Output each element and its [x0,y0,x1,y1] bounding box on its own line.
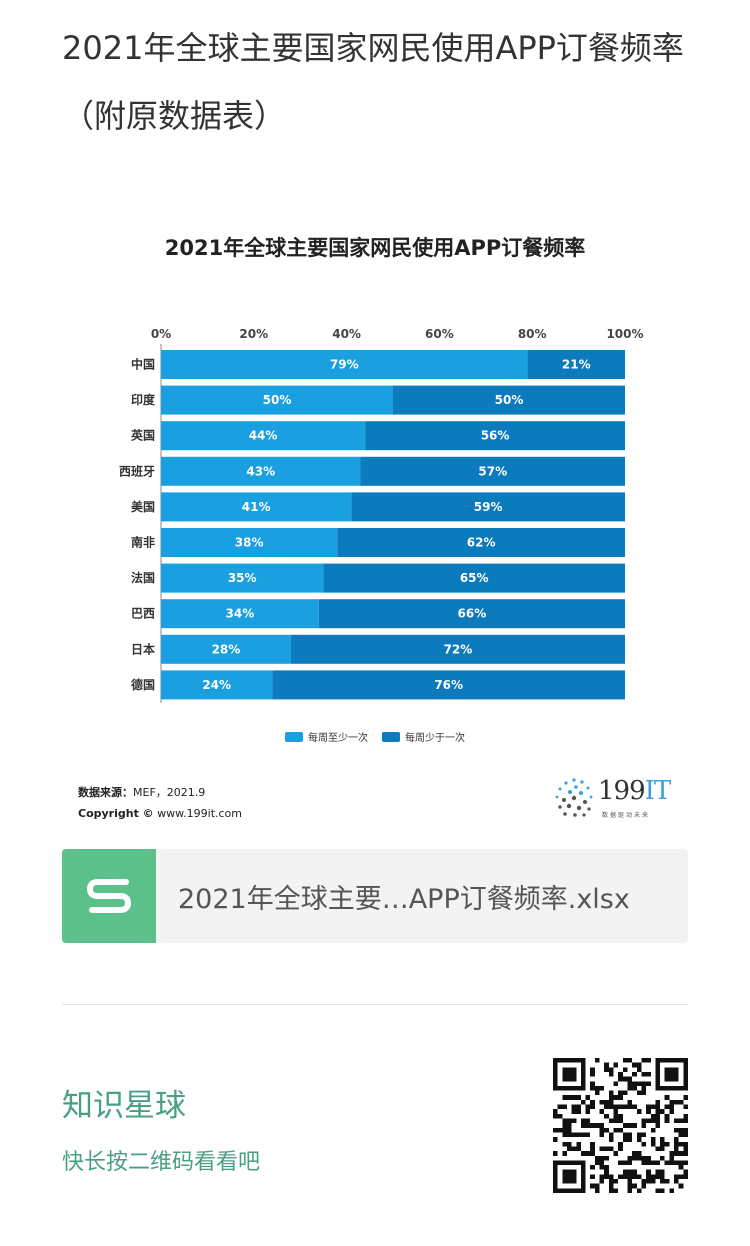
category-label: 英国 [131,428,155,443]
page-title: 2021年全球主要国家网民使用APP订餐频率（附原数据表） [62,29,684,135]
legend-label: 每周少于一次 [405,733,465,744]
brand-logo: 199IT 数据驱动未来 [552,776,682,822]
x-tick-label: 40% [332,327,361,341]
bar-segment [161,563,324,593]
spreadsheet-s-icon [62,849,156,943]
source-value: MEF，2021.9 [133,786,206,799]
chart-title: 2021年全球主要国家网民使用APP订餐频率 [164,236,586,260]
brand-letters: IT [644,776,672,806]
data-label: 79% [330,358,359,372]
category-label: 美国 [131,499,155,514]
data-label: 28% [212,642,241,656]
attachment-file-card[interactable]: 2021年全球主要…APP订餐频率.xlsx [62,849,688,943]
category-label: 印度 [131,392,156,407]
bar-segment [365,421,625,451]
bar-segment [161,528,338,557]
category-label: 日本 [131,641,155,656]
bar-segment [351,492,625,522]
bar-segment [161,492,352,522]
attachment-file-name: 2021年全球主要…APP订餐频率.xlsx [178,883,630,915]
brand-slogan: 数据驱动未来 [602,812,651,819]
bar-segment [360,456,625,486]
chart-image[interactable]: 2021年全球主要国家网民使用APP订餐频率 0% 20% 40% 60% 80% 100… [62,210,688,830]
bar-segment [161,634,291,664]
footer-subtitle: 快长按二维码看看吧 [62,1150,261,1175]
qr-code-icon[interactable] [553,1058,688,1193]
bar-segment [393,385,625,415]
brand-wordmark: 199IT [598,776,672,806]
legend-swatch [285,731,303,742]
legend-label: 每周至少一次 [308,733,368,744]
bar-segment [290,634,625,664]
bar-segment [527,350,625,379]
data-label: 59% [474,500,503,514]
x-tick-label: 20% [239,327,268,341]
legend-item-less-than-weekly: 每周少于一次 [382,729,465,744]
bar-segment [161,456,361,486]
brand-number: 199 [598,776,646,806]
data-label: 34% [226,607,255,621]
data-label: 65% [460,571,489,585]
x-tick-label: 0% [151,327,171,341]
data-label: 44% [249,429,278,443]
bar-segment [161,421,366,451]
category-label: 西班牙 [119,463,155,478]
data-label: 56% [481,429,510,443]
bar-segment [272,670,625,700]
footer-title: 知识星球 [62,1088,186,1124]
dots-sphere-icon [555,778,593,817]
bar-segment [161,670,273,700]
data-label: 21% [562,358,591,372]
source-line: 数据来源：MEF，2021.9 [78,782,242,803]
data-label: 72% [444,642,473,656]
chart-source: 数据来源：MEF，2021.9 Copyright © www.199it.co… [78,782,242,824]
data-label: 24% [202,678,231,692]
category-label: 南非 [131,535,155,550]
category-label: 法国 [131,570,155,585]
copyright-value: www.199it.com [157,807,243,820]
category-label: 德国 [131,677,155,692]
copyright-label: Copyright © [78,807,154,820]
data-label: 38% [235,536,264,550]
x-tick-label: 60% [425,327,454,341]
source-label: 数据来源： [78,786,133,799]
bar-segment [337,528,625,557]
data-label: 35% [228,571,257,585]
section-divider [62,1004,688,1005]
bar-segment [161,350,528,379]
x-tick-label: 80% [518,327,547,341]
data-label: 50% [263,393,292,407]
stacked-bar-chart: 0% 20% 40% 60% 80% 100% 中国 79% 21% 印度 50% 50% 英国 44% 5… [119,327,644,703]
x-tick-label: 100% [606,327,643,341]
data-label: 76% [434,678,463,692]
data-label: 50% [495,393,524,407]
legend-item-weekly-or-more: 每周至少一次 [285,729,368,744]
chart-legend: 每周至少一次 每周少于一次 [62,729,688,744]
s-glyph-icon [87,879,131,913]
data-label: 62% [467,536,496,550]
bar-segment [161,599,319,629]
copyright-line: Copyright © www.199it.com [78,803,242,824]
category-label: 巴西 [131,607,155,621]
category-label: 中国 [131,357,155,372]
bar-segment [318,599,625,629]
bar-segment [323,563,625,593]
bar-segment [161,385,393,415]
data-label: 41% [242,500,271,514]
data-label: 66% [458,607,487,621]
data-label: 57% [478,464,507,478]
legend-swatch [382,731,400,742]
data-label: 43% [246,464,275,478]
